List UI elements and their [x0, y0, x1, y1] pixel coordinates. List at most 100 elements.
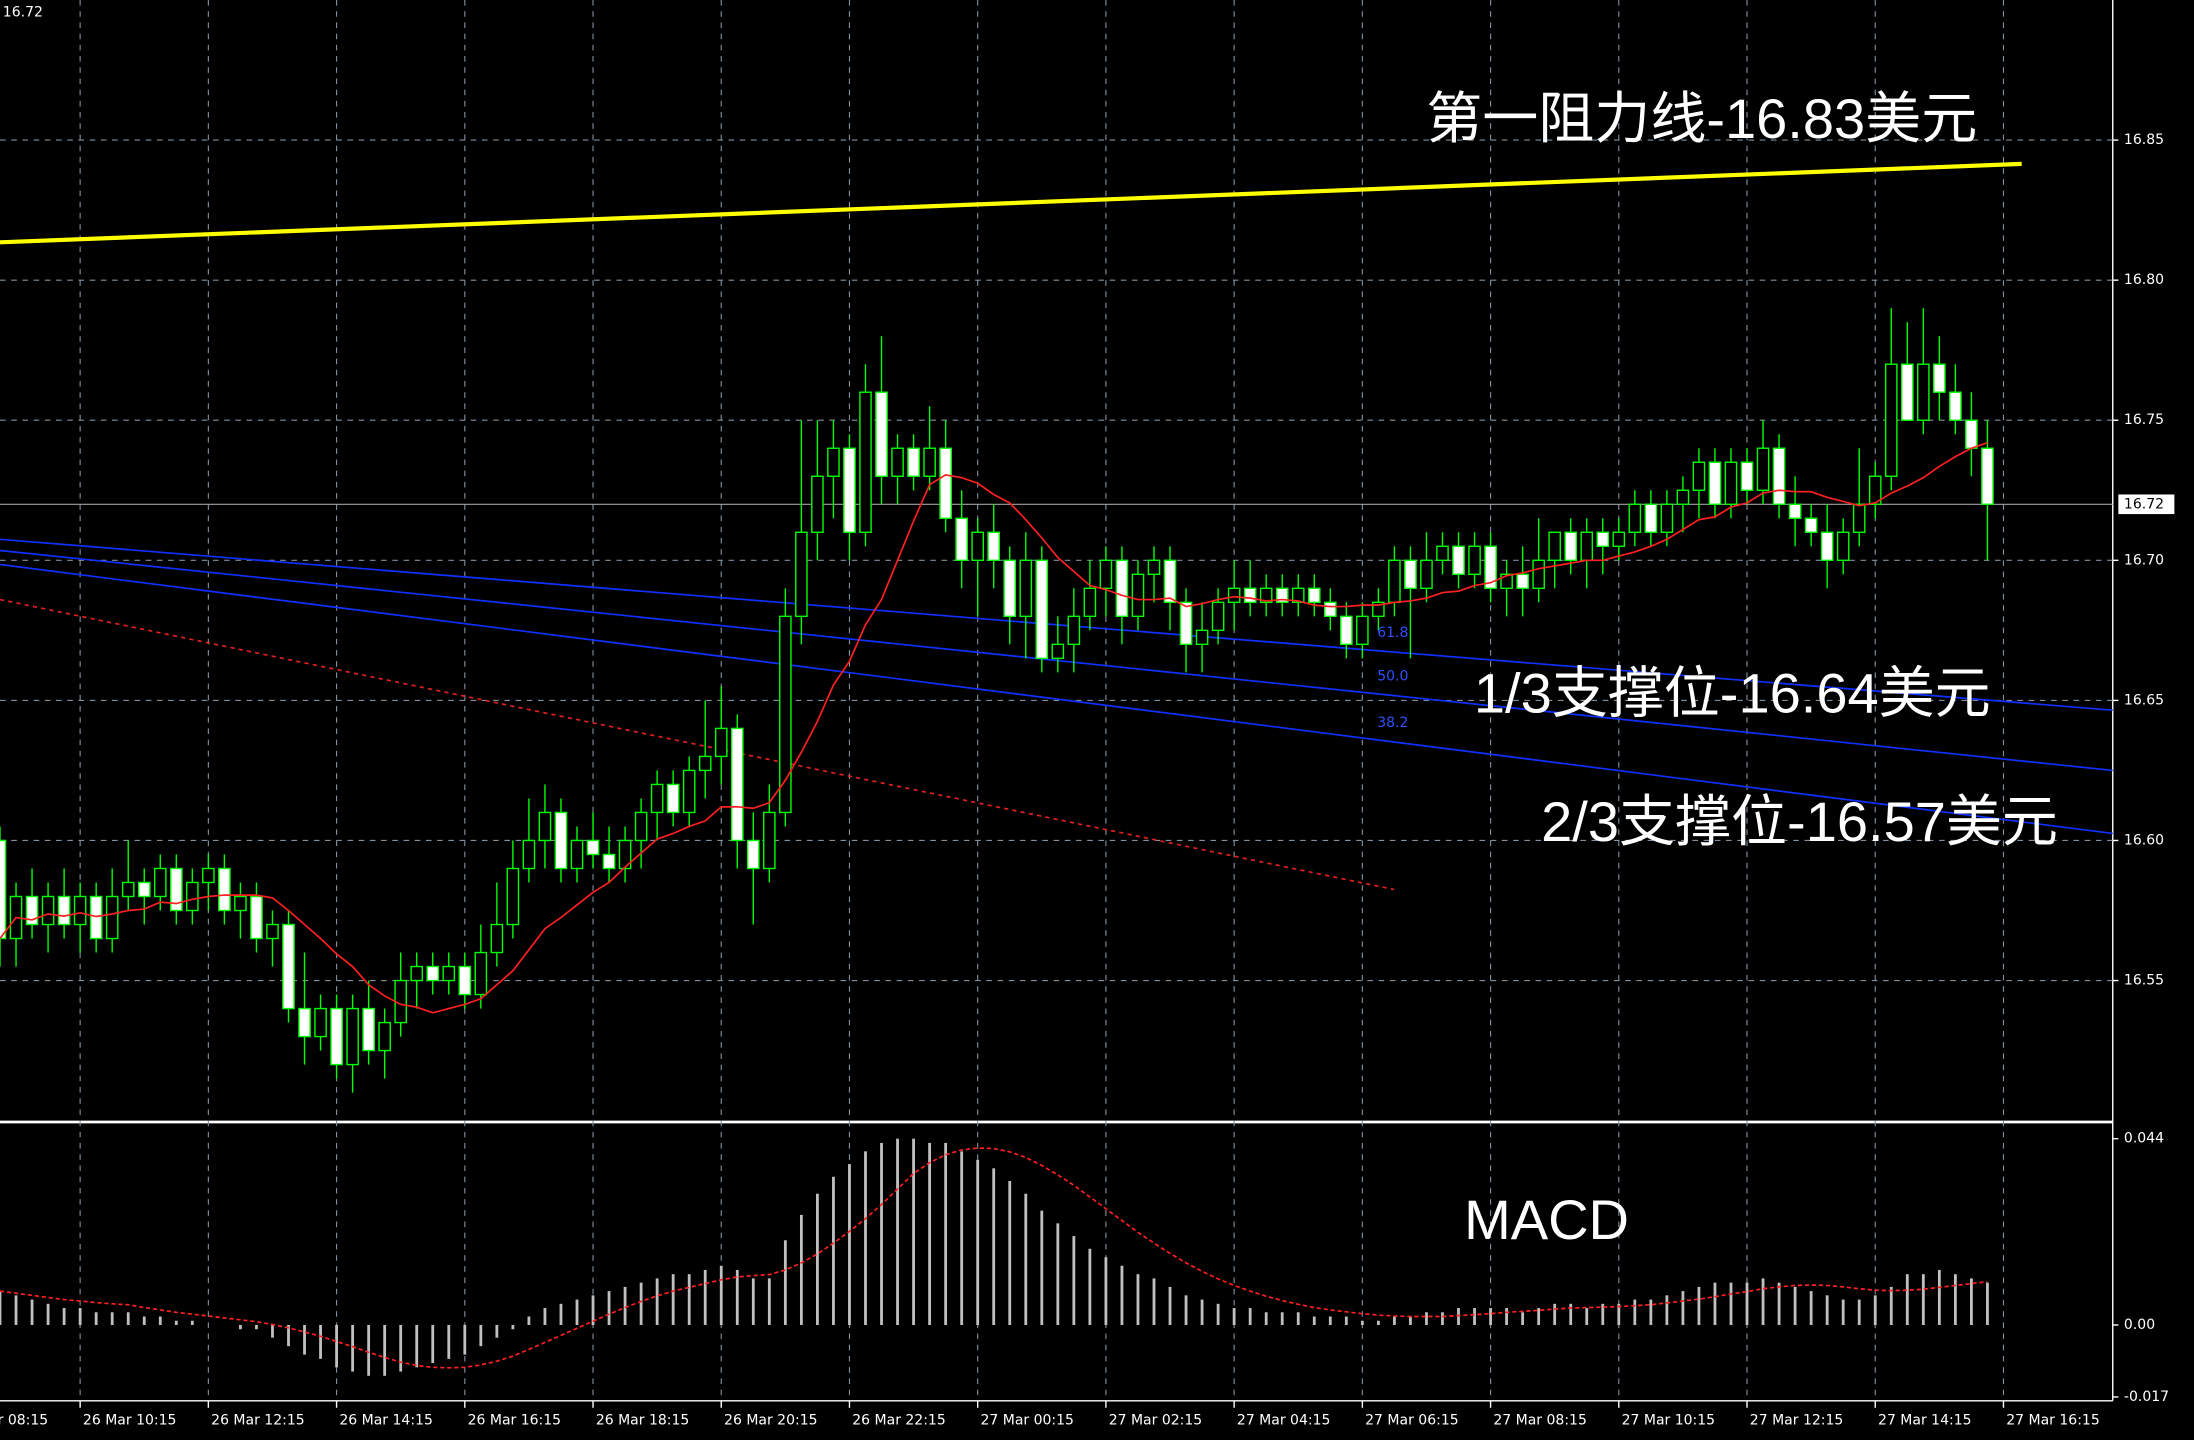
macd-bar: [1745, 1282, 1749, 1325]
candle-body: [1147, 559, 1161, 576]
candle-body: [1340, 615, 1353, 646]
candle-body: [490, 923, 504, 954]
y-tick-label: 16.80: [2124, 272, 2164, 288]
current-price-tag: 16.72: [2124, 496, 2164, 512]
candle-body: [1067, 615, 1081, 646]
x-tick-label: 27 Mar 16:15: [2006, 1412, 2099, 1428]
candle-body: [330, 1007, 343, 1066]
x-tick-label: 27 Mar 06:15: [1365, 1412, 1458, 1428]
fib-label: 61.8: [1377, 625, 1408, 641]
candle-body: [1035, 559, 1049, 660]
candle-body: [426, 965, 440, 982]
macd-bar: [142, 1316, 146, 1325]
candle-body: [1804, 517, 1818, 533]
macd-bar: [30, 1299, 34, 1325]
candle-body: [1628, 503, 1642, 533]
macd-bar: [1617, 1303, 1621, 1325]
candle-body: [1965, 419, 1978, 449]
macd-bar: [1697, 1286, 1701, 1325]
y-tick-label: -0.017: [2124, 1389, 2169, 1405]
current-price-label: 16.72: [3, 5, 43, 21]
candle-body: [1933, 363, 1946, 393]
candle-body: [186, 881, 199, 912]
macd-bar: [1553, 1303, 1557, 1325]
x-tick-label: 27 Mar 12:15: [1750, 1412, 1843, 1428]
macd-bar: [623, 1286, 627, 1325]
candle-body: [362, 1007, 375, 1052]
macd-bar: [1921, 1274, 1925, 1325]
candle-body: [1275, 587, 1289, 604]
macd-bar: [335, 1324, 338, 1368]
candle-body: [458, 965, 472, 996]
plot: 16.72: [0, 308, 2175, 1376]
macd-bar: [1505, 1308, 1509, 1325]
macd-bar: [367, 1324, 371, 1376]
macd-bar: [751, 1278, 755, 1325]
candle-body: [618, 839, 632, 870]
candle-body: [843, 447, 856, 533]
macd-bar: [1713, 1282, 1717, 1325]
macd-bar: [1072, 1236, 1076, 1325]
candle-body: [1131, 573, 1145, 618]
candle-body: [1019, 559, 1033, 618]
candle-body: [698, 755, 712, 772]
candle-body: [1163, 559, 1177, 604]
macd-bar: [1537, 1308, 1541, 1325]
candle-body: [1227, 587, 1241, 604]
candle-body: [1772, 447, 1786, 505]
x-tick-label: 27 Mar 02:15: [1109, 1412, 1202, 1428]
macd-bar: [1809, 1291, 1813, 1325]
candle-body: [1099, 559, 1113, 590]
macd-bar: [1473, 1308, 1476, 1325]
support-line: [0, 563, 2113, 835]
macd-bar: [719, 1265, 723, 1325]
macd-bar: [287, 1324, 290, 1347]
candle-body: [634, 811, 648, 842]
candle-body: [474, 951, 488, 996]
candle-body: [1195, 629, 1209, 646]
macd-bar: [543, 1308, 547, 1325]
macd-bar: [1168, 1286, 1172, 1325]
macd-bar: [126, 1312, 130, 1325]
candle-body: [907, 447, 920, 477]
macd-bar: [1585, 1308, 1589, 1325]
candle-body: [1372, 601, 1385, 618]
candle-body: [666, 783, 680, 814]
candle-body: [570, 839, 584, 870]
candle-body: [1115, 559, 1129, 618]
x-tick-label: 27 Mar 08:15: [1493, 1412, 1586, 1428]
candle-body: [378, 1021, 391, 1052]
fib-label: 38.2: [1377, 715, 1408, 731]
macd-bar: [479, 1324, 483, 1347]
macd-bar: [447, 1324, 451, 1359]
macd-bar: [816, 1193, 819, 1325]
macd-bar: [1248, 1308, 1252, 1325]
candle-body: [218, 867, 231, 912]
macd-bar: [415, 1324, 419, 1368]
macd-bar: [239, 1324, 242, 1330]
candle-body: [202, 867, 215, 884]
candle-body: [314, 1007, 327, 1038]
candle-body: [987, 531, 1001, 562]
candle-body: [1917, 363, 1930, 421]
candle-body: [891, 447, 904, 477]
candle-body: [522, 839, 536, 870]
macd-bar: [944, 1142, 948, 1325]
macd-bar: [399, 1324, 403, 1372]
macd-bar: [848, 1164, 851, 1325]
candle-body: [650, 783, 664, 814]
candle-body: [89, 895, 103, 940]
candle-body: [1644, 503, 1658, 533]
candle-body: [121, 881, 135, 898]
macd-bar: [1296, 1312, 1300, 1325]
macd-bar: [0, 1291, 2, 1325]
macd-bar: [78, 1308, 82, 1325]
candle-body: [1420, 559, 1433, 590]
candle-body: [346, 1007, 359, 1066]
x-tick-label: 26 Mar 10:15: [83, 1412, 176, 1428]
candle-body: [971, 531, 984, 562]
candle-body: [250, 895, 263, 940]
x-tick-label: 27 Mar 04:15: [1237, 1412, 1330, 1428]
